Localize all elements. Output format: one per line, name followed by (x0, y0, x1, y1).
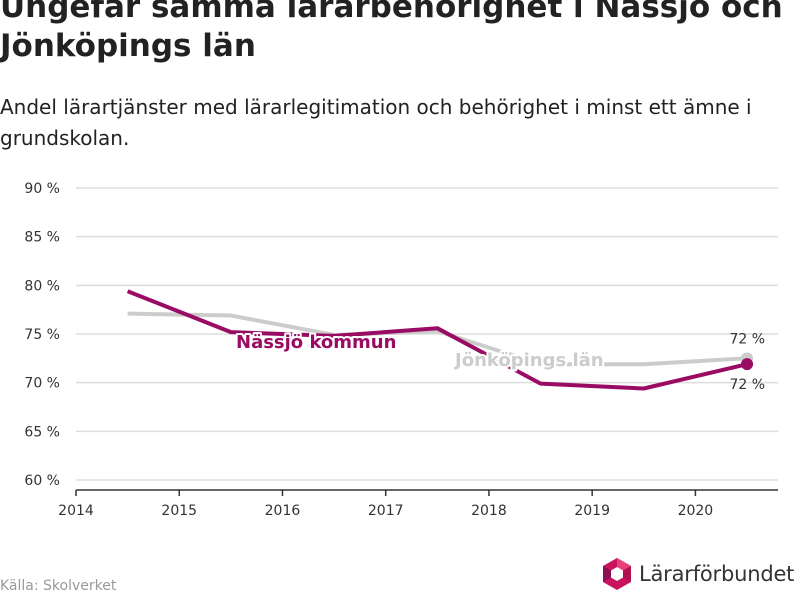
grid-lines (76, 187, 778, 481)
series-line-nassjo (126, 289, 748, 391)
hexagon-logo-icon (603, 558, 631, 590)
source-note: Källa: Skolverket (0, 578, 117, 594)
end-value-label-lan: 72 % (729, 331, 765, 347)
end-value-label-nassjo: 72 % (729, 377, 765, 393)
y-axis-ticks: 60 % 65 % 70 % 75 % 80 % 85 % 90 % (24, 181, 60, 489)
y-tick-label: 80 % (24, 278, 60, 294)
x-tick-label: 2014 (58, 503, 94, 519)
x-tick-label: 2018 (471, 503, 507, 519)
series-name-label-nassjo: Nässjö kommun (236, 332, 396, 353)
x-tick-label: 2015 (161, 503, 197, 519)
series-lines (126, 289, 754, 391)
brand-logo: Lärarförbundet (601, 557, 794, 591)
series-labels: 72 % 72 % Nässjö kommun Jönköpings län (234, 330, 765, 393)
x-axis: 2014 2015 2016 2017 2018 2019 2020 (58, 489, 778, 519)
series-line-lan (127, 311, 748, 367)
chart-title: Ungefär samma lärarbehörighet i Nässjö o… (0, 0, 783, 64)
brand-name: Lärarförbundet (639, 562, 795, 586)
series-name-label-lan: Jönköpings län (453, 350, 604, 371)
y-tick-label: 70 % (24, 376, 60, 392)
y-tick-label: 60 % (24, 473, 60, 489)
chart-subtitle: Andel lärartjänster med lärarlegitimatio… (0, 95, 752, 150)
x-tick-label: 2019 (574, 503, 610, 519)
series-endpoint-nassjo (741, 358, 754, 371)
y-tick-label: 75 % (24, 327, 60, 343)
x-tick-label: 2016 (265, 503, 301, 519)
x-tick-label: 2020 (678, 503, 714, 519)
x-tick-label: 2017 (368, 503, 404, 519)
y-tick-label: 85 % (24, 230, 60, 246)
y-tick-label: 65 % (24, 424, 60, 440)
y-tick-label: 90 % (24, 181, 60, 197)
line-chart: 60 %65 %70 %75 %80 %85 %90 % 2014 2015 201… (24, 181, 778, 519)
